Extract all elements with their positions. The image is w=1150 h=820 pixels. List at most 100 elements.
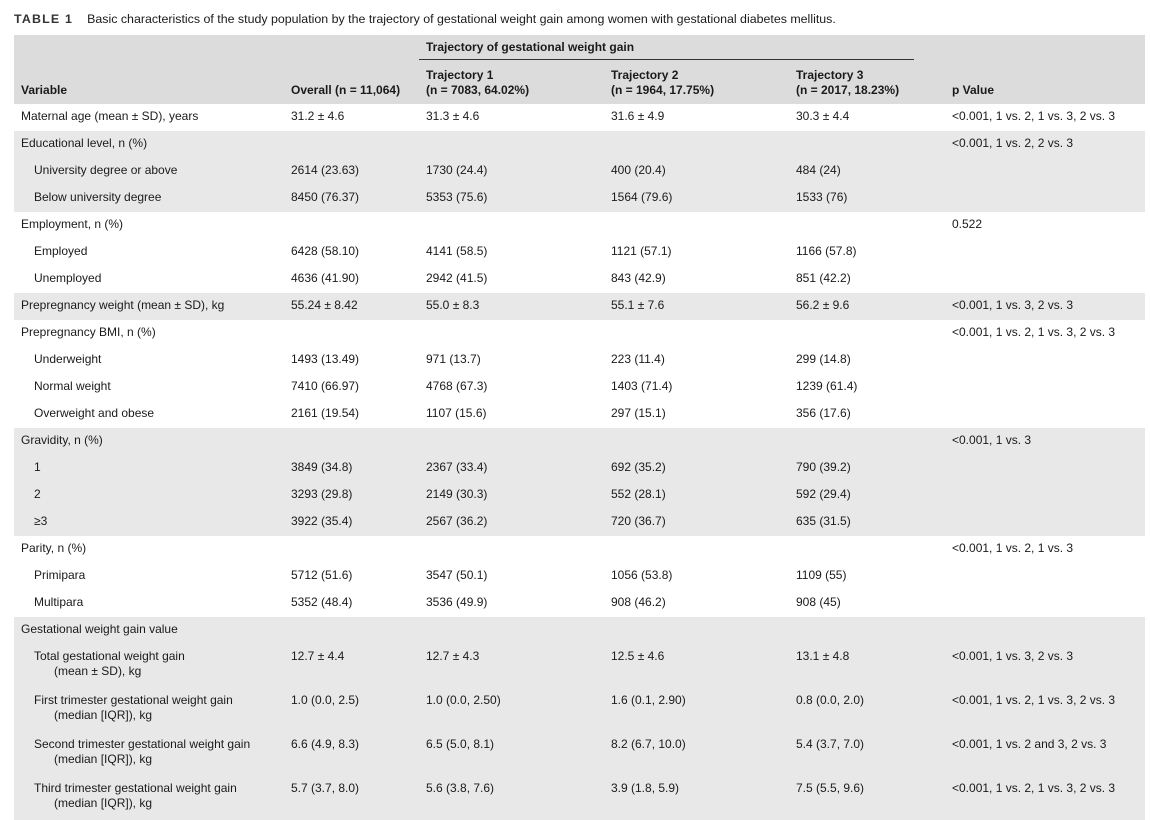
cell-trajectory-2: 31.6 ± 4.9 — [611, 109, 665, 123]
cell-trajectory-3 — [789, 320, 914, 347]
cell-pvalue — [945, 266, 1145, 293]
cell-overall: 31.2 ± 4.6 — [291, 109, 345, 123]
table-row: First trimester gestational weight gain(… — [14, 688, 1145, 732]
cell-trajectory-3: 1533 (76) — [789, 185, 914, 212]
cell-pvalue: <0.001, 1 vs. 3, 2 vs. 3 — [945, 293, 1145, 320]
table-row: Second trimester gestational weight gain… — [14, 732, 1145, 776]
table-row: Parity, n (%) <0.001, 1 vs. 2, 1 vs. 3 — [14, 536, 1145, 563]
cell-trajectory-1: 4768 (67.3) — [426, 379, 488, 393]
cell-trajectory-3 — [789, 617, 914, 644]
cell-trajectory-3: 0.8 (0.0, 2.0) — [789, 688, 914, 732]
cell-trajectory-2: 1056 (53.8) — [611, 568, 673, 582]
row-label: Maternal age (mean ± SD), years — [14, 104, 284, 131]
row-label: Gravidity, n (%) — [14, 428, 284, 455]
cell-trajectory-2: 1.6 (0.1, 2.90) — [604, 688, 789, 732]
row-label: Total gestational weight gain (mean ± SD)… — [14, 644, 284, 688]
cell-overall: 3849 (34.8) — [284, 455, 419, 482]
table-row: Normal weight 7410 (66.97) 4768 (67.3) 1403… — [14, 374, 1145, 401]
row-label-continuation: (mean ± SD), kg — [54, 664, 142, 678]
table-row: 1 3849 (34.8) 2367 (33.4) 692 (35.2) 790 (39… — [14, 455, 1145, 482]
spacer — [914, 536, 945, 563]
cell-overall — [284, 536, 419, 563]
cell-trajectory-1: 2942 (41.5) — [426, 271, 488, 285]
spacer — [914, 644, 945, 688]
cell-overall: 4636 (41.90) — [291, 271, 360, 285]
cell-trajectory-1: 1.0 (0.0, 2.50) — [419, 688, 604, 732]
cell-trajectory-1: 2367 (33.4) — [419, 455, 604, 482]
cell-trajectory-3: 790 (39.2) — [789, 455, 914, 482]
table-row: Overweight and obese 2161 (19.54) 1107 (15… — [14, 401, 1145, 428]
table-label: TABLE 1 — [14, 12, 74, 26]
row-label-text: ≥3 — [34, 514, 48, 528]
row-label-text: Maternal age (mean ± SD), years — [21, 109, 199, 123]
row-label-text: Prepregnancy BMI, n (%) — [21, 325, 156, 339]
cell-trajectory-1 — [419, 320, 604, 347]
cell-trajectory-2: 720 (36.7) — [604, 509, 789, 536]
cell-trajectory-3: 5.4 (3.7, 7.0) — [789, 732, 914, 776]
cell-overall — [284, 320, 419, 347]
row-label: Underweight — [14, 347, 284, 374]
row-label-text: Normal weight — [34, 379, 111, 393]
spacer — [914, 776, 945, 820]
row-label-text: Parity, n (%) — [21, 541, 87, 555]
row-label: Below university degree — [14, 185, 284, 212]
cell-trajectory-3: 7.5 (5.5, 9.6) — [789, 776, 914, 820]
cell-trajectory-3: 592 (29.4) — [789, 482, 914, 509]
cell-trajectory-1: 5353 (75.6) — [419, 185, 604, 212]
row-label-text: Multipara — [34, 595, 84, 609]
table-row: University degree or above 2614 (23.63) 17… — [14, 158, 1145, 185]
caption-text: Basic characteristics of the study popul… — [87, 12, 836, 26]
cell-pvalue: <0.001, 1 vs. 2, 2 vs. 3 — [945, 131, 1145, 158]
row-label: Gestational weight gain value — [14, 617, 284, 644]
spacer — [914, 131, 945, 158]
cell-pvalue — [945, 563, 1145, 590]
trajectory-2-n: (n = 1964, 17.75%) — [611, 83, 715, 97]
cell-trajectory-1 — [419, 212, 604, 239]
spacer — [914, 688, 945, 732]
cell-overall: 5352 (48.4) — [291, 595, 353, 609]
row-label-text: Employment, n (%) — [21, 217, 124, 231]
cell-trajectory-3: 299 (14.8) — [796, 352, 851, 366]
table-row: Gestational weight gain value — [14, 617, 1145, 644]
cell-overall: 8450 (76.37) — [284, 185, 419, 212]
cell-trajectory-2 — [604, 320, 789, 347]
cell-trajectory-1: 2149 (30.3) — [419, 482, 604, 509]
cell-trajectory-1: 6.5 (5.0, 8.1) — [419, 732, 604, 776]
spacer — [914, 401, 945, 428]
cell-pvalue — [945, 509, 1145, 536]
table-row: Below university degree 8450 (76.37) 5353 … — [14, 185, 1145, 212]
trajectory-1-name: Trajectory 1 — [426, 68, 494, 82]
cell-trajectory-2: 55.1 ± 7.6 — [604, 293, 789, 320]
cell-pvalue: 0.522 — [952, 217, 983, 231]
col-overall: Overall (n = 11,064) — [284, 59, 419, 104]
cell-overall: 2161 (19.54) — [291, 406, 360, 420]
row-label-text: Gravidity, n (%) — [21, 433, 103, 447]
table-row: Underweight 1493 (13.49) 971 (13.7) 223 (11… — [14, 347, 1145, 374]
col-trajectory-2: Trajectory 2 (n = 1964, 17.75%) — [604, 59, 789, 104]
spacer — [914, 212, 945, 239]
cell-trajectory-2: 692 (35.2) — [604, 455, 789, 482]
cell-overall — [284, 212, 419, 239]
cell-trajectory-2: 297 (15.1) — [611, 406, 666, 420]
col-pvalue: p Value — [945, 59, 1145, 104]
row-label: 2 — [14, 482, 284, 509]
cell-trajectory-1: 55.0 ± 8.3 — [419, 293, 604, 320]
table-row: Educational level, n (%) <0.001, 1 vs. 2,… — [14, 131, 1145, 158]
cell-trajectory-1: 4141 (58.5) — [426, 244, 488, 258]
cell-pvalue — [945, 617, 1145, 644]
cell-pvalue — [945, 455, 1145, 482]
trajectory-1-n: (n = 7083, 64.02%) — [426, 83, 530, 97]
spacer — [914, 320, 945, 347]
cell-trajectory-3 — [789, 212, 914, 239]
cell-pvalue — [945, 401, 1145, 428]
spacer — [914, 293, 945, 320]
spacer — [914, 482, 945, 509]
table-row: Employed 6428 (58.10) 4141 (58.5) 1121 (57.… — [14, 239, 1145, 266]
cell-trajectory-2: 1121 (57.1) — [611, 244, 672, 258]
row-label: University degree or above — [14, 158, 284, 185]
cell-trajectory-3: 30.3 ± 4.4 — [796, 109, 850, 123]
spacer — [914, 428, 945, 455]
cell-trajectory-2: 843 (42.9) — [611, 271, 666, 285]
cell-trajectory-2: 8.2 (6.7, 10.0) — [604, 732, 789, 776]
cell-pvalue — [945, 185, 1145, 212]
